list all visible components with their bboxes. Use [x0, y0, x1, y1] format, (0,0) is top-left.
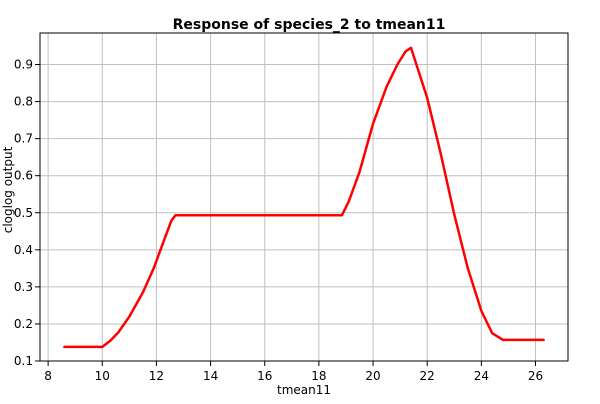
y-tick-label: 0.4	[14, 243, 33, 257]
x-tick-label: 16	[257, 369, 272, 383]
axis-ticks	[35, 64, 537, 366]
x-tick-label: 24	[474, 369, 489, 383]
y-tick-label: 0.1	[14, 354, 33, 368]
x-tick-label: 12	[149, 369, 164, 383]
y-tick-label: 0.6	[14, 169, 33, 183]
x-tick-label: 14	[203, 369, 218, 383]
y-tick-label: 0.2	[14, 317, 33, 331]
response-curve-line	[63, 46, 545, 349]
plot-frame	[39, 32, 569, 362]
y-tick-label: 0.5	[14, 206, 33, 220]
x-tick-label: 20	[365, 369, 380, 383]
y-tick-label: 0.3	[14, 280, 33, 294]
x-tick-label: 8	[44, 369, 52, 383]
x-tick-label: 26	[528, 369, 543, 383]
chart-title: Response of species_2 to tmean11	[173, 17, 446, 33]
y-tick-label: 0.7	[14, 132, 33, 146]
series-layer	[63, 46, 545, 349]
y-tick-label: 0.8	[14, 95, 33, 109]
x-tick-label: 22	[420, 369, 435, 383]
y-tick-label: 0.9	[14, 58, 33, 72]
x-axis-label: tmean11	[277, 383, 331, 397]
x-tick-labels: 8 10 12 14 16 18 20 22 24 26	[44, 369, 543, 383]
x-tick-label: 18	[311, 369, 326, 383]
y-tick-labels: 0.1 0.2 0.3 0.4 0.5 0.6 0.7 0.8 0.9	[14, 58, 33, 368]
y-axis-label: cloglog output	[1, 146, 15, 233]
x-tick-label: 10	[95, 369, 110, 383]
